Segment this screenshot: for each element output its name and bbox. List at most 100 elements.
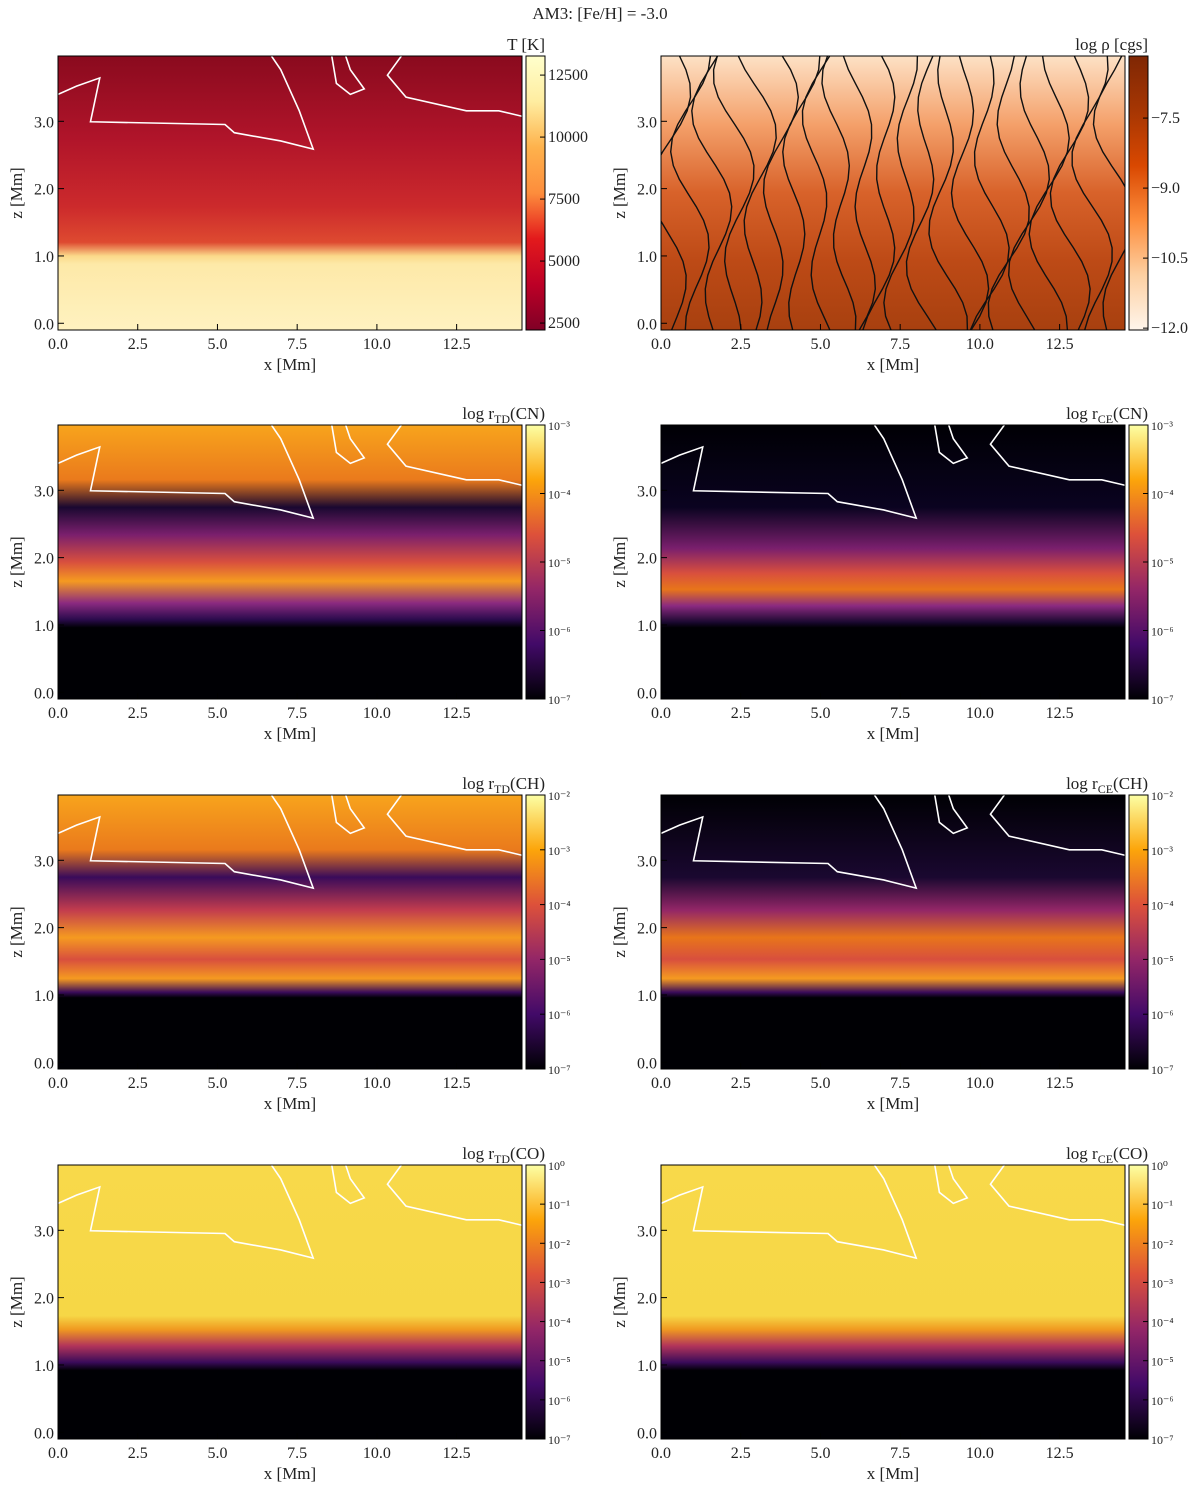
y-tick-label: 0.0 <box>34 685 54 702</box>
contour <box>933 1165 969 1205</box>
colorbar-tick-label: 10⁻⁴ <box>1151 488 1174 502</box>
colorbar-label: log ρ [cgs] <box>1075 35 1148 54</box>
heatmap <box>661 425 1125 699</box>
x-tick-label: 5.0 <box>810 1445 830 1462</box>
streamline <box>842 56 877 330</box>
heatmap-field <box>58 795 522 1069</box>
colorbar-tick-label: 10⁻⁵ <box>548 953 571 967</box>
y-tick-label: 1.0 <box>34 618 54 635</box>
heatmap-field <box>661 1165 1125 1439</box>
contour <box>661 425 918 520</box>
colorbar-label-part: (CH) <box>510 774 545 793</box>
streamline <box>737 56 777 330</box>
y-tick-label: 0.0 <box>637 316 657 333</box>
colorbar-tick-label: 10⁻³ <box>548 419 570 433</box>
x-tick-label: 10.0 <box>966 705 994 722</box>
x-tick-label: 7.5 <box>890 336 910 353</box>
y-tick-label: 2.0 <box>637 1291 657 1308</box>
contour <box>58 56 315 151</box>
colorbar-tick-label: 10⁻⁷ <box>1151 1063 1174 1077</box>
colorbar-tick-label: −10.5 <box>1151 250 1188 267</box>
streamline <box>1028 56 1070 330</box>
colorbar-tick-label: 10⁻⁷ <box>548 693 571 707</box>
heatmap <box>58 1165 522 1439</box>
y-tick-label: 0.0 <box>34 1055 54 1072</box>
colorbar-tick-label: 10⁰ <box>548 1159 565 1173</box>
streamline <box>883 56 919 330</box>
streamline <box>1092 56 1125 330</box>
y-tick-label: 3.0 <box>34 853 54 870</box>
streamline <box>782 56 821 330</box>
x-tick-label: 10.0 <box>363 336 391 353</box>
y-tick-label: 2.0 <box>34 182 54 199</box>
colorbar-tick-label: 10⁻⁵ <box>548 1355 571 1369</box>
colorbar-label-part: CE <box>1098 412 1113 426</box>
colorbar-tick-label: 10⁻⁵ <box>1151 953 1174 967</box>
y-tick-label: 0.0 <box>637 1055 657 1072</box>
colorbar-tick-label: −12.0 <box>1151 320 1188 337</box>
contour <box>386 56 522 118</box>
colorbar-tick-label: 10⁻¹ <box>548 1198 570 1212</box>
x-tick-label: 10.0 <box>966 1445 994 1462</box>
y-tick-label: 1.0 <box>637 988 657 1005</box>
x-tick-label: 0.0 <box>651 705 671 722</box>
x-axis-label: x [Mm] <box>264 724 316 743</box>
x-tick-label: 0.0 <box>651 336 671 353</box>
colorbar-tick-label: 10⁻⁶ <box>1151 1008 1174 1022</box>
x-tick-label: 12.5 <box>1046 1075 1074 1092</box>
colorbar-tick-label: 10⁻⁶ <box>1151 625 1174 639</box>
colorbar-tick-label: 10⁻⁵ <box>1151 1355 1174 1369</box>
heatmap <box>661 1165 1125 1439</box>
y-tick-label: 2.0 <box>34 1291 54 1308</box>
y-axis-label: z [Mm] <box>7 1276 26 1327</box>
colorbar-tick-label: 10⁻² <box>548 1237 570 1251</box>
x-tick-label: 0.0 <box>48 1445 68 1462</box>
x-tick-label: 12.5 <box>1046 1445 1074 1462</box>
x-tick-label: 10.0 <box>363 1075 391 1092</box>
colorbar-tick-label: 10⁻⁶ <box>548 1394 571 1408</box>
x-tick-label: 2.5 <box>128 1445 148 1462</box>
plot-frame <box>57 424 523 700</box>
colorbar-tick-label: 10⁻⁶ <box>548 625 571 639</box>
heatmap-field <box>58 1165 522 1439</box>
y-tick-label: 3.0 <box>637 1223 657 1240</box>
x-tick-label: 12.5 <box>1046 705 1074 722</box>
plot-frame <box>660 55 1126 331</box>
y-tick-label: 0.0 <box>34 1425 54 1442</box>
y-axis-label: z [Mm] <box>7 167 26 218</box>
contour <box>661 795 918 890</box>
x-tick-label: 5.0 <box>207 336 227 353</box>
colorbar-label-part: log r <box>462 404 494 423</box>
x-tick-label: 0.0 <box>651 1075 671 1092</box>
x-tick-label: 7.5 <box>287 336 307 353</box>
streamline <box>1049 56 1091 330</box>
heatmap <box>58 795 522 1069</box>
y-tick-label: 0.0 <box>637 685 657 702</box>
contour <box>933 425 969 465</box>
colorbar-tick-label: 10⁻⁴ <box>1151 899 1174 913</box>
x-tick-label: 0.0 <box>48 705 68 722</box>
y-tick-label: 3.0 <box>637 483 657 500</box>
streamline <box>661 56 692 330</box>
colorbar <box>525 794 546 1070</box>
streamline <box>691 56 733 330</box>
colorbar-label-part: CE <box>1098 1152 1113 1166</box>
colorbar-tick-label: 10⁻⁷ <box>548 1063 571 1077</box>
colorbar-tick-label: 10⁻⁷ <box>548 1433 571 1447</box>
colorbar-label-part: (CO) <box>1113 1144 1148 1163</box>
heatmap-field <box>58 56 522 330</box>
colorbar-tick-label: 10⁻⁴ <box>548 1316 571 1330</box>
y-axis-label: z [Mm] <box>610 1276 629 1327</box>
colorbar-label-part: log ρ [cgs] <box>1075 35 1148 54</box>
plot-frame <box>660 424 1126 700</box>
colorbar <box>1128 55 1149 331</box>
colorbar-tick-label: 5000 <box>548 253 580 270</box>
x-tick-label: 5.0 <box>810 705 830 722</box>
x-tick-label: 0.0 <box>48 336 68 353</box>
colorbar-tick-label: 10⁻⁷ <box>1151 693 1174 707</box>
heatmap <box>661 795 1125 1069</box>
x-tick-label: 12.5 <box>443 705 471 722</box>
colorbar-label: log rTD(CH) <box>462 774 545 796</box>
